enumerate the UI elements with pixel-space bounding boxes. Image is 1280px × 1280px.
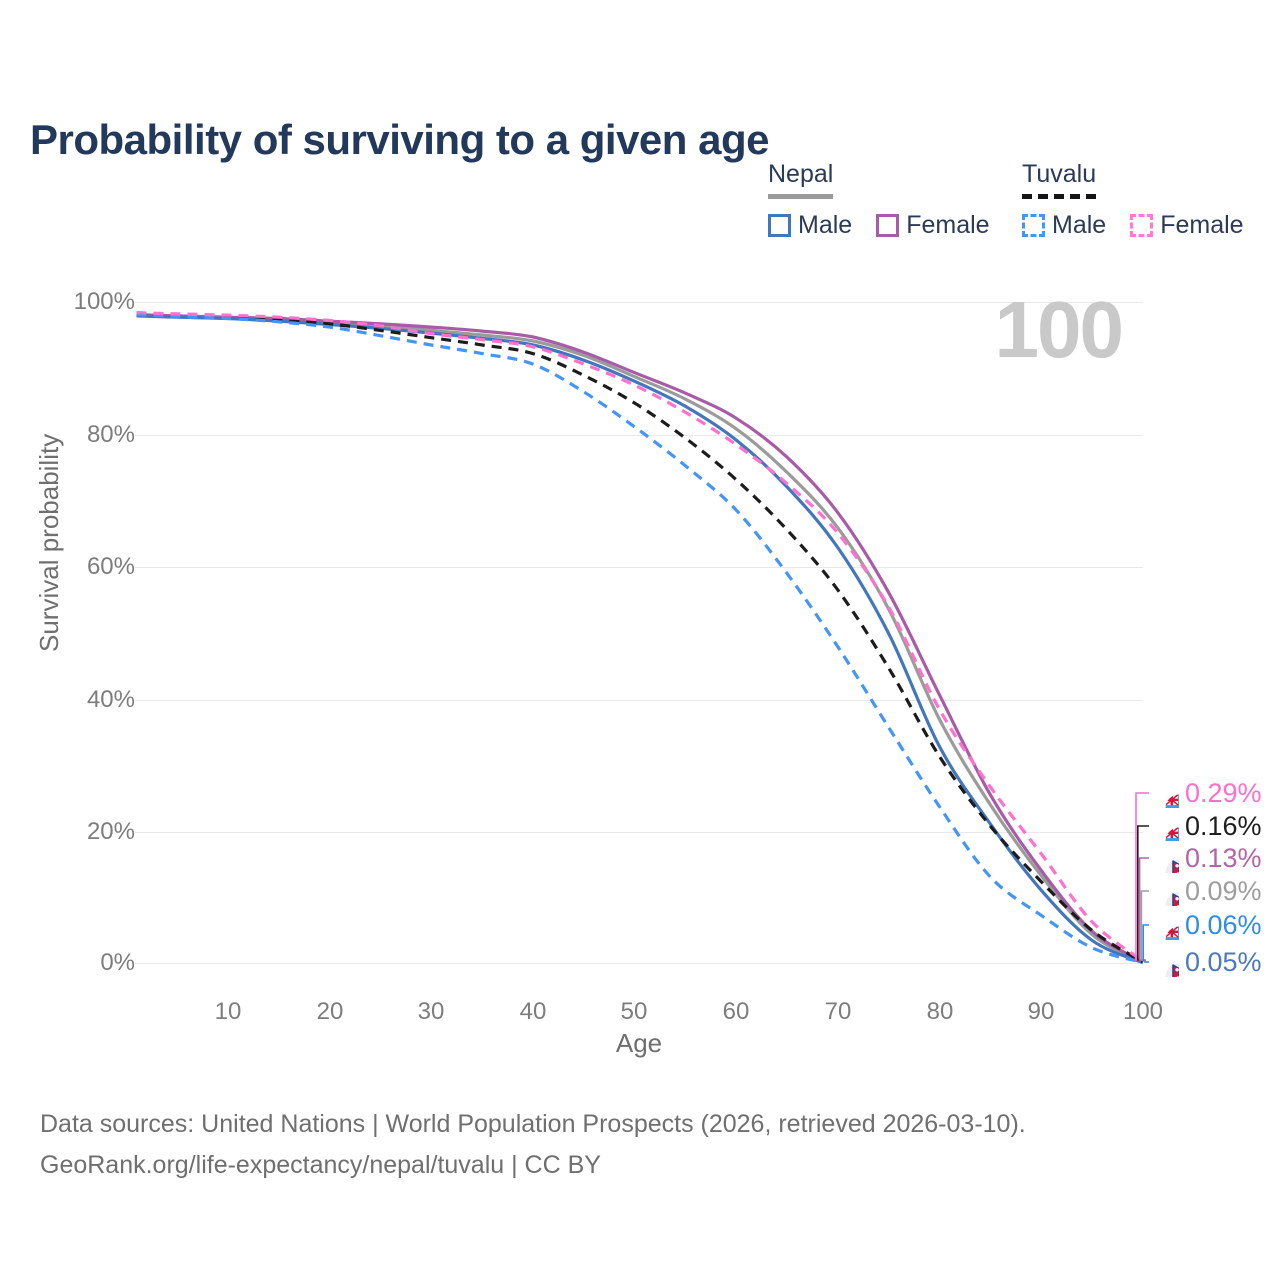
tuvalu-flag-icon (1150, 911, 1179, 940)
tuvalu-male-swatch-icon (1022, 214, 1045, 237)
end-label-row: 0.09% (1150, 874, 1262, 908)
legend-heading-nepal[interactable]: Nepal (768, 160, 834, 199)
legend-heading-tuvalu[interactable]: Tuvalu (1022, 160, 1097, 199)
x-tick-label: 90 (1027, 998, 1055, 1025)
tuvalu-female-swatch-icon (1130, 214, 1154, 237)
x-tick-label: 10 (214, 998, 242, 1025)
series-line-tuvalu-female[interactable] (136, 311, 1144, 963)
nepal-flag-icon (1150, 844, 1179, 873)
series-line-nepal-female[interactable] (136, 313, 1144, 964)
end-label-value: 0.06% (1185, 909, 1262, 940)
footer-sources: Data sources: United Nations | World Pop… (40, 1110, 1026, 1138)
x-tick-label: 70 (824, 998, 852, 1025)
gridline (135, 700, 1143, 701)
gridline (135, 963, 1143, 964)
end-label-row: 0.16% (1150, 809, 1262, 843)
x-axis-title: Age (615, 1028, 663, 1058)
end-label-connector (1140, 890, 1149, 961)
gridline (135, 567, 1143, 568)
legend-item-tuvalu-female[interactable]: Female (1130, 211, 1244, 240)
age-watermark: 100 (994, 285, 1124, 374)
series-line-tuvalu-male[interactable] (136, 313, 1144, 965)
end-label-value: 0.29% (1185, 777, 1262, 808)
y-tick-label: 20% (86, 818, 135, 845)
y-tick-label: 40% (86, 686, 135, 713)
series-line-nepal-all[interactable] (136, 313, 1144, 964)
end-label-value: 0.13% (1185, 842, 1262, 873)
footer-link: GeoRank.org/life-expectancy/nepal/tuvalu… (40, 1151, 601, 1179)
y-tick-label: 60% (86, 553, 135, 580)
nepal-flag-icon (1150, 948, 1179, 977)
end-label-value: 0.05% (1185, 946, 1262, 977)
y-tick-label: 0% (100, 949, 135, 976)
tuvalu-flag-icon (1150, 812, 1179, 841)
end-label-value: 0.09% (1185, 875, 1262, 906)
end-label-row: 0.13% (1150, 841, 1262, 875)
x-tick-label: 80 (926, 998, 954, 1025)
series-line-tuvalu-all[interactable] (136, 312, 1144, 964)
nepal-female-swatch-icon (876, 214, 900, 237)
tuvalu-flag-icon (1150, 779, 1179, 808)
end-label-row: 0.06% (1150, 908, 1262, 942)
legend-item-label: Female (906, 211, 990, 239)
gridline (135, 435, 1143, 436)
x-tick-label: 60 (722, 998, 750, 1025)
legend-item-nepal-female[interactable]: Female (876, 211, 990, 240)
y-tick-label: 80% (86, 421, 135, 448)
series-line-nepal-male[interactable] (136, 314, 1144, 965)
end-label-value: 0.16% (1185, 810, 1262, 841)
legend-items-nepal: Male Female (768, 211, 990, 240)
x-tick-label: 40 (519, 998, 547, 1025)
y-tick-label: 100% (73, 288, 135, 315)
end-label-row: 0.29% (1150, 776, 1262, 810)
end-label-connector (1143, 959, 1149, 963)
legend-item-label: Female (1160, 211, 1244, 239)
footer: Data sources: United Nations | World Pop… (40, 1104, 1026, 1186)
legend-item-label: Male (798, 211, 853, 239)
x-tick-label: 20 (316, 998, 344, 1025)
x-tick-label: 100 (1122, 998, 1164, 1025)
gridline (135, 832, 1143, 833)
legend-items-tuvalu: Male Female (1022, 211, 1244, 240)
end-label-row: 0.05% (1150, 945, 1262, 979)
x-tick-label: 50 (620, 998, 648, 1025)
legend-item-nepal-male[interactable]: Male (768, 211, 852, 240)
legend-group-nepal: Nepal Male Female (768, 160, 990, 240)
page-title: Probability of surviving to a given age (30, 116, 769, 164)
gridline (135, 302, 1143, 303)
legend-item-tuvalu-male[interactable]: Male (1022, 211, 1106, 240)
x-tick-label: 30 (417, 998, 445, 1025)
legend-item-label: Male (1052, 211, 1107, 239)
nepal-flag-icon (1150, 877, 1179, 906)
end-label-connector (1142, 924, 1149, 961)
nepal-male-swatch-icon (768, 214, 791, 237)
legend-group-tuvalu: Tuvalu Male Female (1022, 160, 1244, 240)
